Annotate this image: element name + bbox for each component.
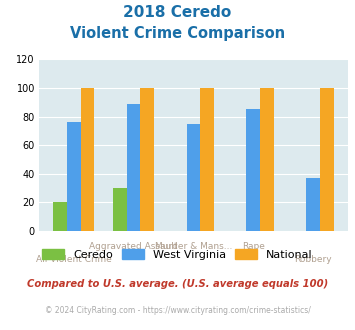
Text: Murder & Mans...: Murder & Mans...: [155, 242, 232, 251]
Bar: [260, 88, 274, 231]
Bar: [320, 88, 334, 231]
Legend: Ceredo, West Virginia, National: Ceredo, West Virginia, National: [38, 245, 317, 264]
Text: 2018 Ceredo: 2018 Ceredo: [124, 5, 231, 20]
Text: Violent Crime Comparison: Violent Crime Comparison: [70, 26, 285, 41]
Bar: [306, 178, 320, 231]
Bar: [53, 202, 67, 231]
Text: All Violent Crime: All Violent Crime: [36, 255, 111, 264]
Bar: [200, 88, 214, 231]
Bar: [246, 110, 260, 231]
Bar: [141, 88, 154, 231]
Text: © 2024 CityRating.com - https://www.cityrating.com/crime-statistics/: © 2024 CityRating.com - https://www.city…: [45, 306, 310, 315]
Text: Aggravated Assault: Aggravated Assault: [89, 242, 178, 251]
Bar: [127, 104, 141, 231]
Text: Rape: Rape: [242, 242, 265, 251]
Text: Compared to U.S. average. (U.S. average equals 100): Compared to U.S. average. (U.S. average …: [27, 279, 328, 289]
Bar: [81, 88, 94, 231]
Bar: [187, 124, 200, 231]
Bar: [67, 122, 81, 231]
Text: Robbery: Robbery: [294, 255, 332, 264]
Bar: [113, 188, 127, 231]
